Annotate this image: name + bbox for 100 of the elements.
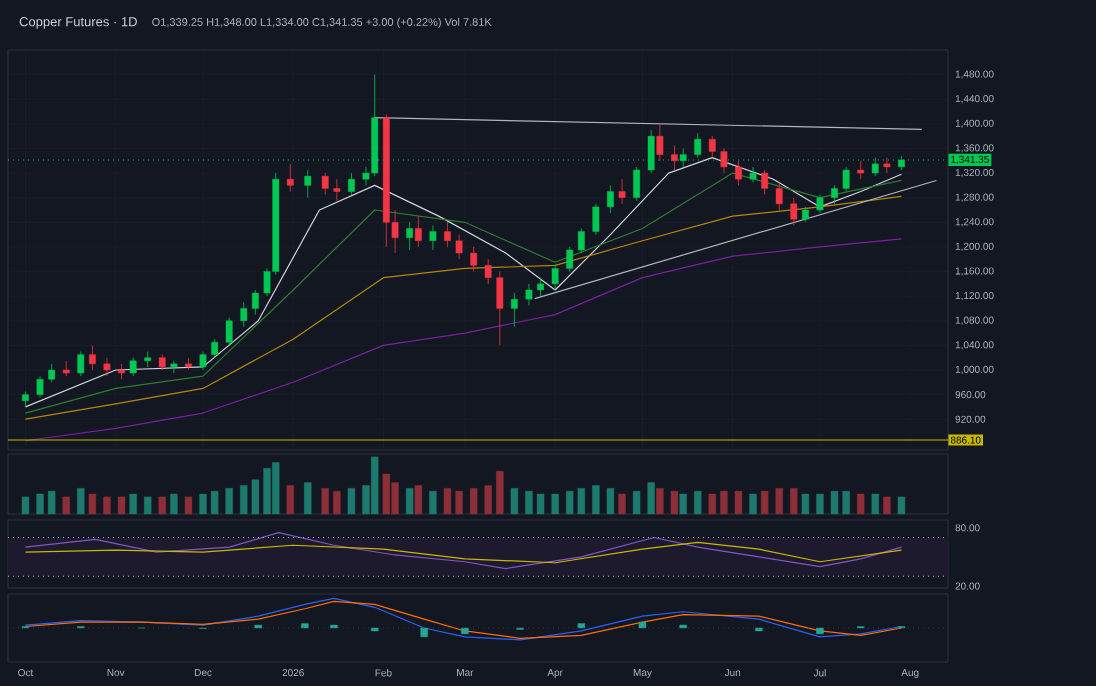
bar — [304, 482, 312, 515]
candlestick — [144, 351, 152, 368]
candlestick — [735, 160, 742, 186]
candlestick — [761, 169, 769, 195]
candlestick — [720, 148, 728, 174]
bar — [720, 490, 728, 515]
bar — [158, 496, 166, 515]
bar — [694, 490, 702, 515]
candlestick — [671, 144, 678, 171]
candlestick — [333, 178, 341, 202]
line-series — [24, 541, 903, 564]
candlestick — [510, 292, 518, 328]
bar — [103, 496, 111, 515]
bar — [775, 488, 783, 515]
candlestick — [414, 215, 422, 248]
candlestick — [496, 271, 504, 346]
candlestick — [656, 123, 664, 162]
bar — [816, 493, 824, 515]
bar — [708, 493, 716, 515]
candlestick — [470, 246, 478, 272]
bar — [170, 493, 178, 515]
candlestick — [455, 234, 463, 260]
candlestick — [537, 277, 544, 297]
bar — [225, 488, 233, 515]
bar — [670, 490, 679, 515]
candlestick — [321, 172, 329, 195]
bar — [632, 490, 641, 515]
bar — [510, 488, 519, 515]
candlestick — [304, 169, 312, 199]
candlestick — [708, 135, 716, 159]
bar — [21, 496, 30, 515]
candlestick — [77, 351, 85, 377]
bar — [883, 496, 891, 515]
candlestick — [406, 221, 414, 251]
bar — [347, 488, 356, 515]
bar — [484, 485, 492, 515]
candlestick — [816, 194, 824, 214]
bar — [656, 488, 664, 515]
candlestick — [444, 221, 451, 248]
candlestick — [749, 166, 757, 183]
bar — [286, 485, 294, 515]
candlestick — [883, 157, 891, 174]
bar — [618, 493, 626, 515]
candlestick — [348, 172, 355, 195]
bar — [184, 496, 193, 515]
bar — [77, 488, 85, 515]
bar — [382, 473, 391, 515]
candlestick — [525, 283, 533, 306]
bar — [88, 493, 97, 515]
bar — [760, 490, 769, 515]
candlestick — [592, 203, 600, 235]
bar — [496, 470, 504, 515]
candlestick — [103, 357, 111, 377]
bar — [801, 493, 810, 515]
bar — [321, 488, 329, 515]
bar — [405, 488, 414, 515]
candlestick — [831, 184, 838, 205]
candlestick — [429, 224, 437, 251]
candlestick — [129, 357, 137, 377]
candlestick — [857, 160, 865, 180]
bar — [592, 485, 600, 515]
candlestick — [225, 317, 233, 346]
candlestick — [842, 166, 850, 192]
candlestick — [48, 363, 56, 383]
bar — [333, 490, 341, 515]
bar — [144, 496, 152, 515]
bar — [429, 490, 437, 515]
candlestick — [618, 178, 626, 205]
bar — [469, 488, 478, 515]
candlestick — [199, 351, 207, 371]
candlestick — [607, 184, 614, 214]
bar — [414, 485, 423, 515]
candlestick — [36, 375, 44, 399]
candlestick — [694, 132, 702, 159]
bar — [871, 493, 879, 515]
candlestick — [790, 197, 798, 226]
bar — [679, 493, 687, 515]
bar — [47, 490, 56, 515]
bar — [749, 493, 757, 515]
candlestick — [240, 301, 248, 328]
bar — [606, 488, 615, 515]
line-series — [24, 532, 903, 570]
bar — [36, 493, 44, 515]
bar — [117, 496, 126, 515]
candlestick — [211, 338, 219, 359]
bar — [897, 496, 906, 515]
bar — [62, 496, 70, 515]
candlestick — [484, 258, 492, 285]
candlestick — [251, 289, 259, 315]
candlestick — [170, 360, 178, 374]
candlestick — [633, 166, 641, 202]
candlestick — [775, 181, 783, 211]
bar — [647, 482, 655, 515]
candlestick — [89, 344, 96, 371]
bar — [551, 493, 559, 515]
candlestick — [551, 264, 559, 291]
bar — [857, 493, 865, 515]
bar — [790, 488, 798, 515]
bar — [734, 490, 743, 515]
bar — [129, 493, 137, 515]
